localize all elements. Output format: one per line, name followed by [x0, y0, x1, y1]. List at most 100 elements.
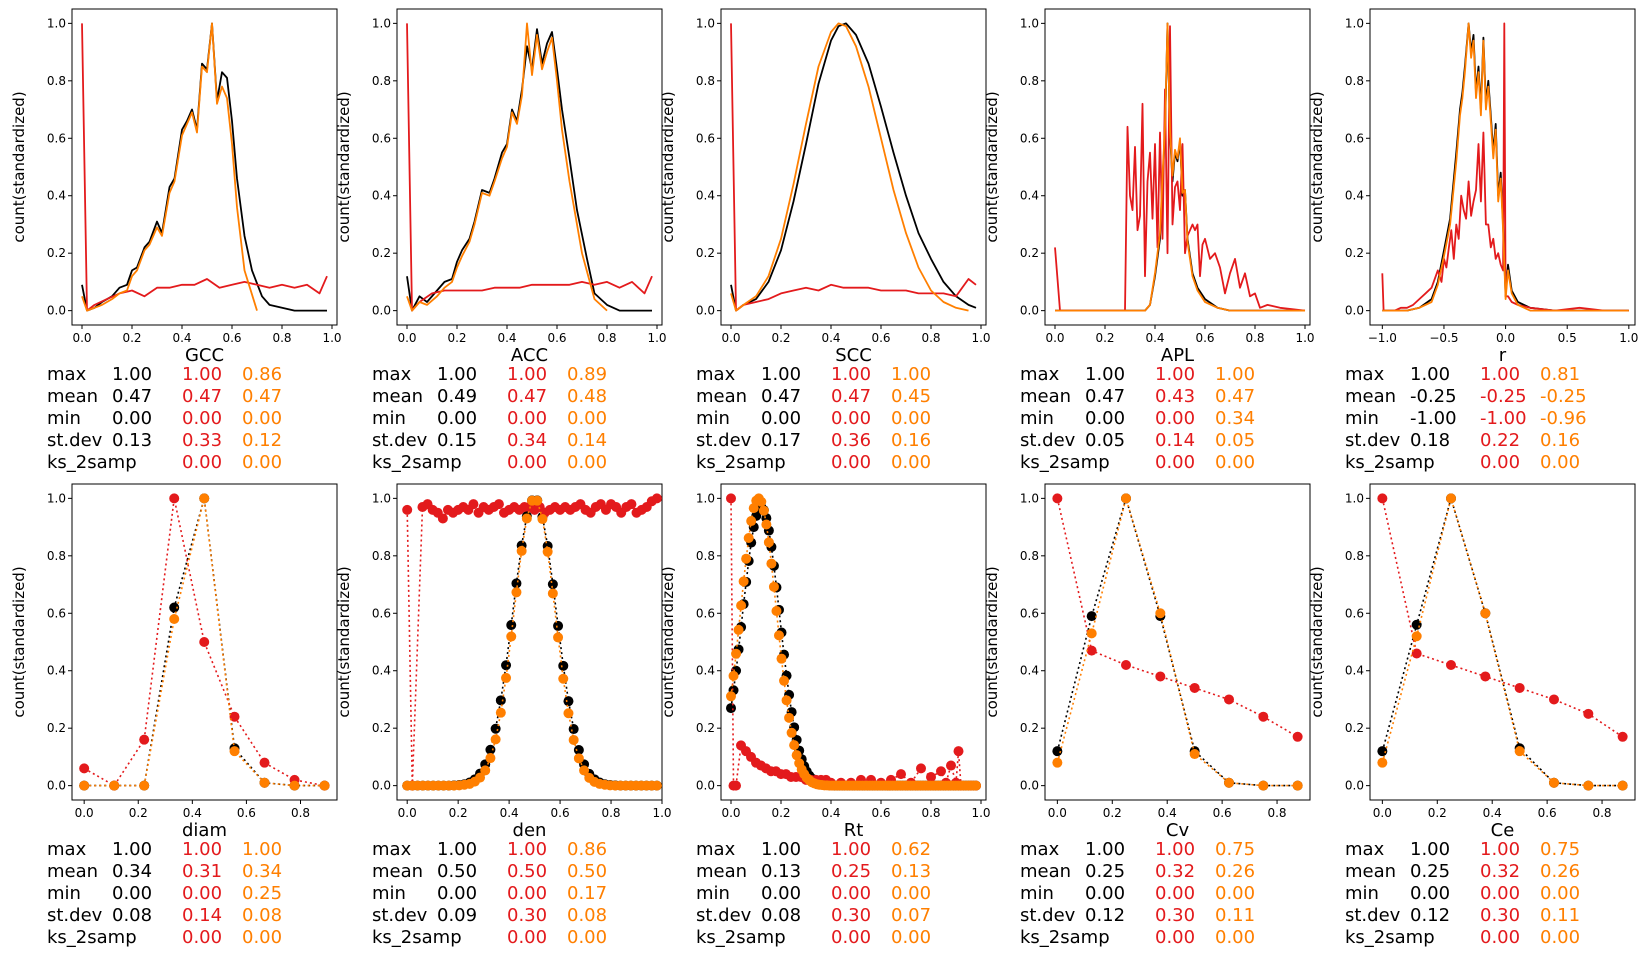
data-point-orange	[766, 558, 777, 569]
stat-label: mean	[696, 861, 747, 882]
stat-value-red: 0.00	[1155, 452, 1195, 473]
x-axis-label: SCC	[835, 345, 872, 366]
data-point-black	[726, 703, 736, 714]
series-line-orange	[1056, 497, 1298, 787]
stat-value-red: 0.14	[1155, 430, 1195, 451]
y-tick-label: 0.6	[47, 131, 66, 145]
stat-value-black: 0.47	[761, 386, 801, 407]
data-point-orange	[558, 673, 569, 684]
axes-frame	[396, 8, 663, 326]
x-tick-label: 0.8	[291, 806, 310, 820]
stat-label: mean	[372, 861, 423, 882]
axes-frame	[71, 483, 338, 801]
data-point-red	[259, 757, 270, 768]
y-tick-label: 0.4	[47, 664, 66, 678]
stat-label: mean	[47, 861, 98, 882]
y-tick-label: 0.6	[1020, 131, 1039, 145]
y-tick-label: 0.4	[696, 664, 715, 678]
stat-value-black: 0.00	[1410, 883, 1450, 904]
x-axis-label: den	[513, 820, 547, 841]
data-point-orange	[109, 780, 120, 791]
data-point-black	[1377, 746, 1388, 757]
y-tick-label: 0.4	[696, 189, 715, 203]
stat-label: mean	[1345, 861, 1396, 882]
series-line-black	[81, 22, 327, 312]
stat-value-orange: 0.08	[242, 905, 282, 926]
stat-value-red: 0.00	[507, 883, 547, 904]
x-tick-label: 0.8	[272, 331, 291, 345]
stat-label: min	[1020, 883, 1054, 904]
stat-value-orange: 0.11	[1540, 905, 1580, 926]
series-line-red	[1381, 22, 1629, 312]
x-tick-label: 1.0	[971, 331, 990, 345]
y-tick-label: 0.8	[372, 549, 391, 563]
stat-label: max	[372, 364, 412, 385]
stat-value-orange: 0.16	[1540, 430, 1580, 451]
data-point-orange	[319, 780, 330, 791]
x-tick-label: 0.6	[237, 806, 256, 820]
data-point-black	[1052, 746, 1063, 757]
y-tick-label: 1.0	[696, 16, 715, 30]
stat-label: min	[372, 408, 406, 429]
y-tick-label: 1.0	[372, 491, 391, 505]
stat-value-black: 0.05	[1085, 430, 1125, 451]
subplot-ACC: 0.0 0.2 0.4 0.6 0.8 1.0 0.0 0.2 0.4 0.6 0.8 1.0 coun…	[335, 8, 667, 473]
data-point-red	[1189, 682, 1200, 693]
y-tick-label: 0.4	[1345, 664, 1364, 678]
data-point-red	[1377, 493, 1388, 504]
stat-value-black: 0.00	[1085, 883, 1125, 904]
stat-value-red: 1.00	[1155, 839, 1195, 860]
stat-value-orange: 0.45	[891, 386, 931, 407]
series-line-orange	[730, 22, 969, 312]
data-point-orange	[521, 513, 532, 524]
stat-value-orange: 1.00	[891, 364, 931, 385]
data-point-orange	[475, 772, 486, 783]
y-tick-label: 0.2	[372, 246, 391, 260]
data-point-red	[139, 734, 150, 745]
subplot-r: 0.0 0.2 0.4 0.6 0.8 1.0 −1.0 −0.5 0.0 0.5 1.0 count…	[1308, 8, 1638, 473]
x-axis-label: GCC	[185, 345, 224, 366]
data-point-black	[553, 620, 564, 631]
x-axis-label: APL	[1161, 345, 1194, 366]
stat-label: min	[1345, 883, 1379, 904]
stat-value-black: 0.00	[112, 408, 152, 429]
x-tick-label: 0.4	[821, 806, 840, 820]
stat-value-orange: 0.75	[1215, 839, 1255, 860]
stat-value-red: 0.47	[182, 386, 222, 407]
y-axis-label: count(standardized)	[335, 91, 353, 242]
y-tick-label: 1.0	[47, 491, 66, 505]
stat-value-red: 0.33	[182, 430, 222, 451]
y-tick-label: 0.6	[372, 131, 391, 145]
y-axis-label: count(standardized)	[10, 91, 28, 242]
data-point-orange	[779, 675, 790, 686]
stat-value-red: 0.00	[507, 452, 547, 473]
x-tick-label: 1.0	[971, 806, 990, 820]
stat-value-red: 1.00	[507, 839, 547, 860]
y-tick-label: 0.4	[1020, 189, 1039, 203]
y-axis-label: count(standardized)	[659, 91, 677, 242]
stat-value-orange: 0.00	[567, 927, 607, 948]
data-point-orange	[736, 600, 747, 611]
stat-value-black: 0.25	[1410, 861, 1450, 882]
data-point-orange	[289, 780, 300, 791]
data-point-orange	[553, 632, 564, 643]
y-tick-label: 0.4	[1345, 189, 1364, 203]
data-point-red	[402, 504, 413, 515]
stat-label: ks_2samp	[1020, 452, 1110, 473]
stat-value-black: 0.00	[112, 883, 152, 904]
y-tick-label: 1.0	[1020, 16, 1039, 30]
series-line-red	[406, 23, 653, 312]
data-point-orange	[169, 614, 180, 625]
stat-value-red: 0.00	[507, 927, 547, 948]
stat-label: min	[372, 883, 406, 904]
data-point-orange	[768, 581, 779, 592]
data-point-orange	[971, 780, 981, 791]
stat-value-black: 0.12	[1085, 905, 1125, 926]
x-tick-label: 0.0	[398, 806, 417, 820]
data-point-orange	[501, 672, 512, 683]
stat-value-black: 1.00	[112, 364, 152, 385]
subplot-Ce: 0.0 0.2 0.4 0.6 0.8 1.0 0.0 0.2 0.4 0.6 0.8 count(s…	[1308, 483, 1636, 948]
stat-value-orange: -0.96	[1540, 408, 1587, 429]
stat-value-orange: 0.47	[1215, 386, 1255, 407]
stat-label: min	[696, 408, 730, 429]
